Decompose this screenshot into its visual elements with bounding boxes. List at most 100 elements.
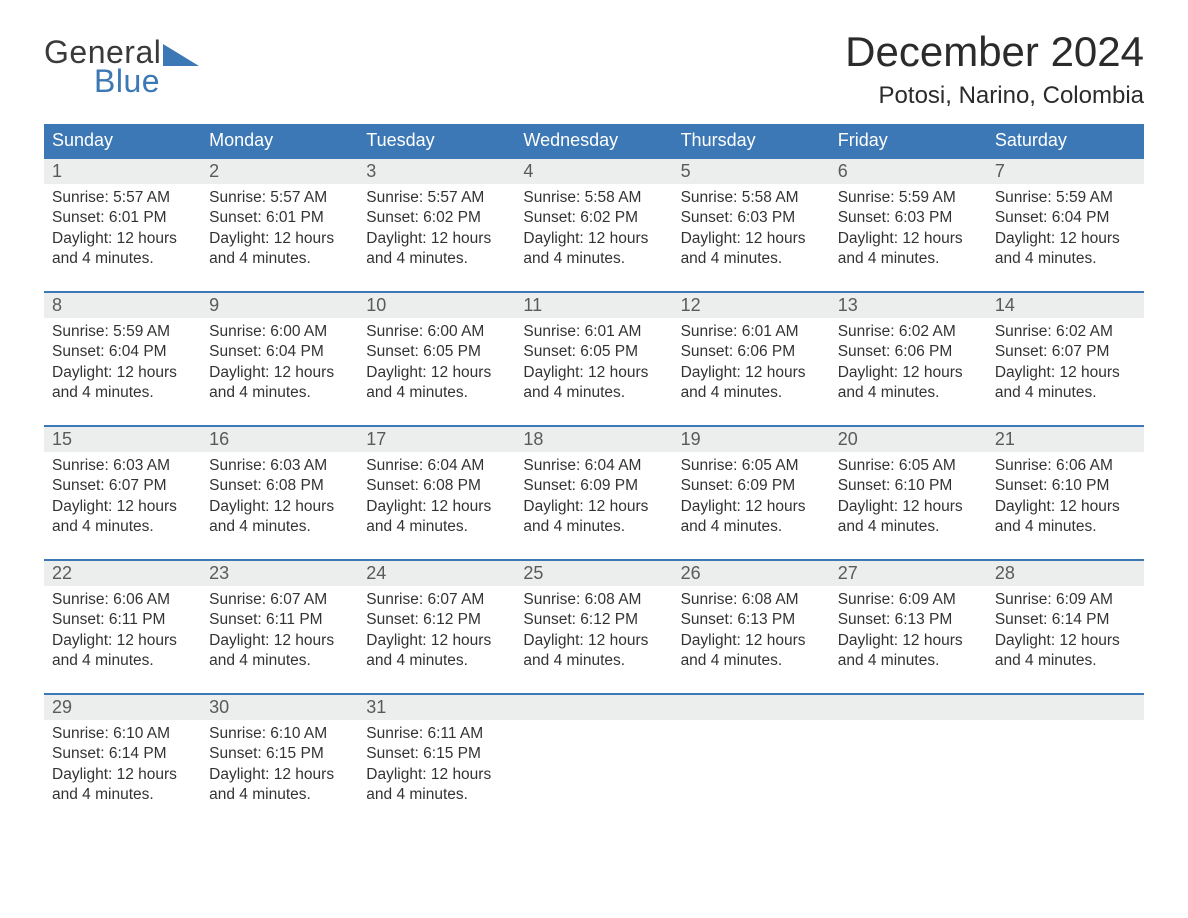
day-cell: 5Sunrise: 5:58 AMSunset: 6:03 PMDaylight… — [673, 158, 830, 292]
day-cell: 16Sunrise: 6:03 AMSunset: 6:08 PMDayligh… — [201, 426, 358, 560]
sunrise-line: Sunrise: 6:00 AM — [366, 322, 507, 342]
daylight-line-1: Daylight: 12 hours — [838, 229, 979, 249]
day-body: Sunrise: 6:02 AMSunset: 6:06 PMDaylight:… — [830, 318, 987, 406]
sunset-line: Sunset: 6:09 PM — [681, 476, 822, 496]
day-cell: 15Sunrise: 6:03 AMSunset: 6:07 PMDayligh… — [44, 426, 201, 560]
sunrise-line: Sunrise: 6:08 AM — [523, 590, 664, 610]
sunrise-line: Sunrise: 6:07 AM — [209, 590, 350, 610]
day-body: Sunrise: 5:59 AMSunset: 6:03 PMDaylight:… — [830, 184, 987, 272]
day-body: Sunrise: 6:02 AMSunset: 6:07 PMDaylight:… — [987, 318, 1144, 406]
sunrise-line: Sunrise: 6:03 AM — [209, 456, 350, 476]
day-number: 12 — [673, 293, 830, 318]
calendar-table: Sunday Monday Tuesday Wednesday Thursday… — [44, 124, 1144, 828]
sunset-line: Sunset: 6:11 PM — [209, 610, 350, 630]
day-cell: 8Sunrise: 5:59 AMSunset: 6:04 PMDaylight… — [44, 292, 201, 426]
day-body: Sunrise: 6:08 AMSunset: 6:12 PMDaylight:… — [515, 586, 672, 674]
day-number: 22 — [44, 561, 201, 586]
daylight-line-2: and 4 minutes. — [523, 517, 664, 537]
daylight-line-1: Daylight: 12 hours — [209, 497, 350, 517]
daylight-line-2: and 4 minutes. — [995, 383, 1136, 403]
day-cell: 31Sunrise: 6:11 AMSunset: 6:15 PMDayligh… — [358, 694, 515, 828]
daylight-line-2: and 4 minutes. — [838, 651, 979, 671]
day-cell: 10Sunrise: 6:00 AMSunset: 6:05 PMDayligh… — [358, 292, 515, 426]
day-number: 1 — [44, 159, 201, 184]
sunset-line: Sunset: 6:11 PM — [52, 610, 193, 630]
day-number: 23 — [201, 561, 358, 586]
daylight-line-2: and 4 minutes. — [838, 249, 979, 269]
day-body: Sunrise: 5:57 AMSunset: 6:01 PMDaylight:… — [44, 184, 201, 272]
sunset-line: Sunset: 6:03 PM — [681, 208, 822, 228]
day-body: Sunrise: 5:57 AMSunset: 6:02 PMDaylight:… — [358, 184, 515, 272]
daylight-line-2: and 4 minutes. — [838, 383, 979, 403]
day-number: 16 — [201, 427, 358, 452]
day-cell: 12Sunrise: 6:01 AMSunset: 6:06 PMDayligh… — [673, 292, 830, 426]
brand-word-blue: Blue — [94, 63, 160, 100]
daylight-line-2: and 4 minutes. — [209, 249, 350, 269]
daylight-line-2: and 4 minutes. — [209, 651, 350, 671]
day-body: Sunrise: 6:07 AMSunset: 6:12 PMDaylight:… — [358, 586, 515, 674]
daylight-line-2: and 4 minutes. — [209, 785, 350, 805]
daylight-line-1: Daylight: 12 hours — [681, 631, 822, 651]
dow-header-row: Sunday Monday Tuesday Wednesday Thursday… — [44, 124, 1144, 158]
daylight-line-1: Daylight: 12 hours — [838, 497, 979, 517]
sunrise-line: Sunrise: 6:09 AM — [838, 590, 979, 610]
dow-thursday: Thursday — [673, 124, 830, 158]
sunset-line: Sunset: 6:10 PM — [995, 476, 1136, 496]
sunrise-line: Sunrise: 6:07 AM — [366, 590, 507, 610]
day-cell: 29Sunrise: 6:10 AMSunset: 6:14 PMDayligh… — [44, 694, 201, 828]
daylight-line-2: and 4 minutes. — [209, 383, 350, 403]
sunset-line: Sunset: 6:15 PM — [209, 744, 350, 764]
day-number: 8 — [44, 293, 201, 318]
day-body: Sunrise: 6:07 AMSunset: 6:11 PMDaylight:… — [201, 586, 358, 674]
sunset-line: Sunset: 6:12 PM — [523, 610, 664, 630]
title-block: December 2024 Potosi, Narino, Colombia — [845, 28, 1144, 110]
sunrise-line: Sunrise: 6:06 AM — [52, 590, 193, 610]
brand-logo: General Blue — [44, 28, 199, 100]
day-cell: 9Sunrise: 6:00 AMSunset: 6:04 PMDaylight… — [201, 292, 358, 426]
dow-saturday: Saturday — [987, 124, 1144, 158]
day-number: 19 — [673, 427, 830, 452]
daylight-line-1: Daylight: 12 hours — [366, 229, 507, 249]
day-cell: 27Sunrise: 6:09 AMSunset: 6:13 PMDayligh… — [830, 560, 987, 694]
sunset-line: Sunset: 6:02 PM — [366, 208, 507, 228]
day-cell: 26Sunrise: 6:08 AMSunset: 6:13 PMDayligh… — [673, 560, 830, 694]
daylight-line-2: and 4 minutes. — [366, 785, 507, 805]
sail-icon — [163, 44, 199, 66]
daylight-line-1: Daylight: 12 hours — [366, 765, 507, 785]
daylight-line-2: and 4 minutes. — [681, 651, 822, 671]
dow-sunday: Sunday — [44, 124, 201, 158]
sunset-line: Sunset: 6:01 PM — [52, 208, 193, 228]
sunset-line: Sunset: 6:10 PM — [838, 476, 979, 496]
sunrise-line: Sunrise: 6:09 AM — [995, 590, 1136, 610]
day-number: 29 — [44, 695, 201, 720]
day-body — [987, 720, 1144, 810]
sunset-line: Sunset: 6:03 PM — [838, 208, 979, 228]
daylight-line-2: and 4 minutes. — [995, 651, 1136, 671]
daylight-line-1: Daylight: 12 hours — [523, 229, 664, 249]
sunset-line: Sunset: 6:04 PM — [209, 342, 350, 362]
day-body — [673, 720, 830, 810]
daylight-line-2: and 4 minutes. — [366, 383, 507, 403]
sunrise-line: Sunrise: 5:59 AM — [838, 188, 979, 208]
day-number: 10 — [358, 293, 515, 318]
week-row: 15Sunrise: 6:03 AMSunset: 6:07 PMDayligh… — [44, 426, 1144, 560]
day-cell: 1Sunrise: 5:57 AMSunset: 6:01 PMDaylight… — [44, 158, 201, 292]
daylight-line-1: Daylight: 12 hours — [52, 229, 193, 249]
sunrise-line: Sunrise: 6:00 AM — [209, 322, 350, 342]
sunset-line: Sunset: 6:12 PM — [366, 610, 507, 630]
dow-friday: Friday — [830, 124, 987, 158]
day-cell — [830, 694, 987, 828]
sunrise-line: Sunrise: 6:02 AM — [838, 322, 979, 342]
day-body: Sunrise: 6:06 AMSunset: 6:10 PMDaylight:… — [987, 452, 1144, 540]
day-number: 28 — [987, 561, 1144, 586]
daylight-line-1: Daylight: 12 hours — [523, 363, 664, 383]
daylight-line-1: Daylight: 12 hours — [838, 363, 979, 383]
day-number: 5 — [673, 159, 830, 184]
day-body: Sunrise: 5:59 AMSunset: 6:04 PMDaylight:… — [44, 318, 201, 406]
day-number: 4 — [515, 159, 672, 184]
sunset-line: Sunset: 6:07 PM — [995, 342, 1136, 362]
sunset-line: Sunset: 6:08 PM — [366, 476, 507, 496]
day-number: 30 — [201, 695, 358, 720]
daylight-line-2: and 4 minutes. — [52, 517, 193, 537]
day-cell — [515, 694, 672, 828]
